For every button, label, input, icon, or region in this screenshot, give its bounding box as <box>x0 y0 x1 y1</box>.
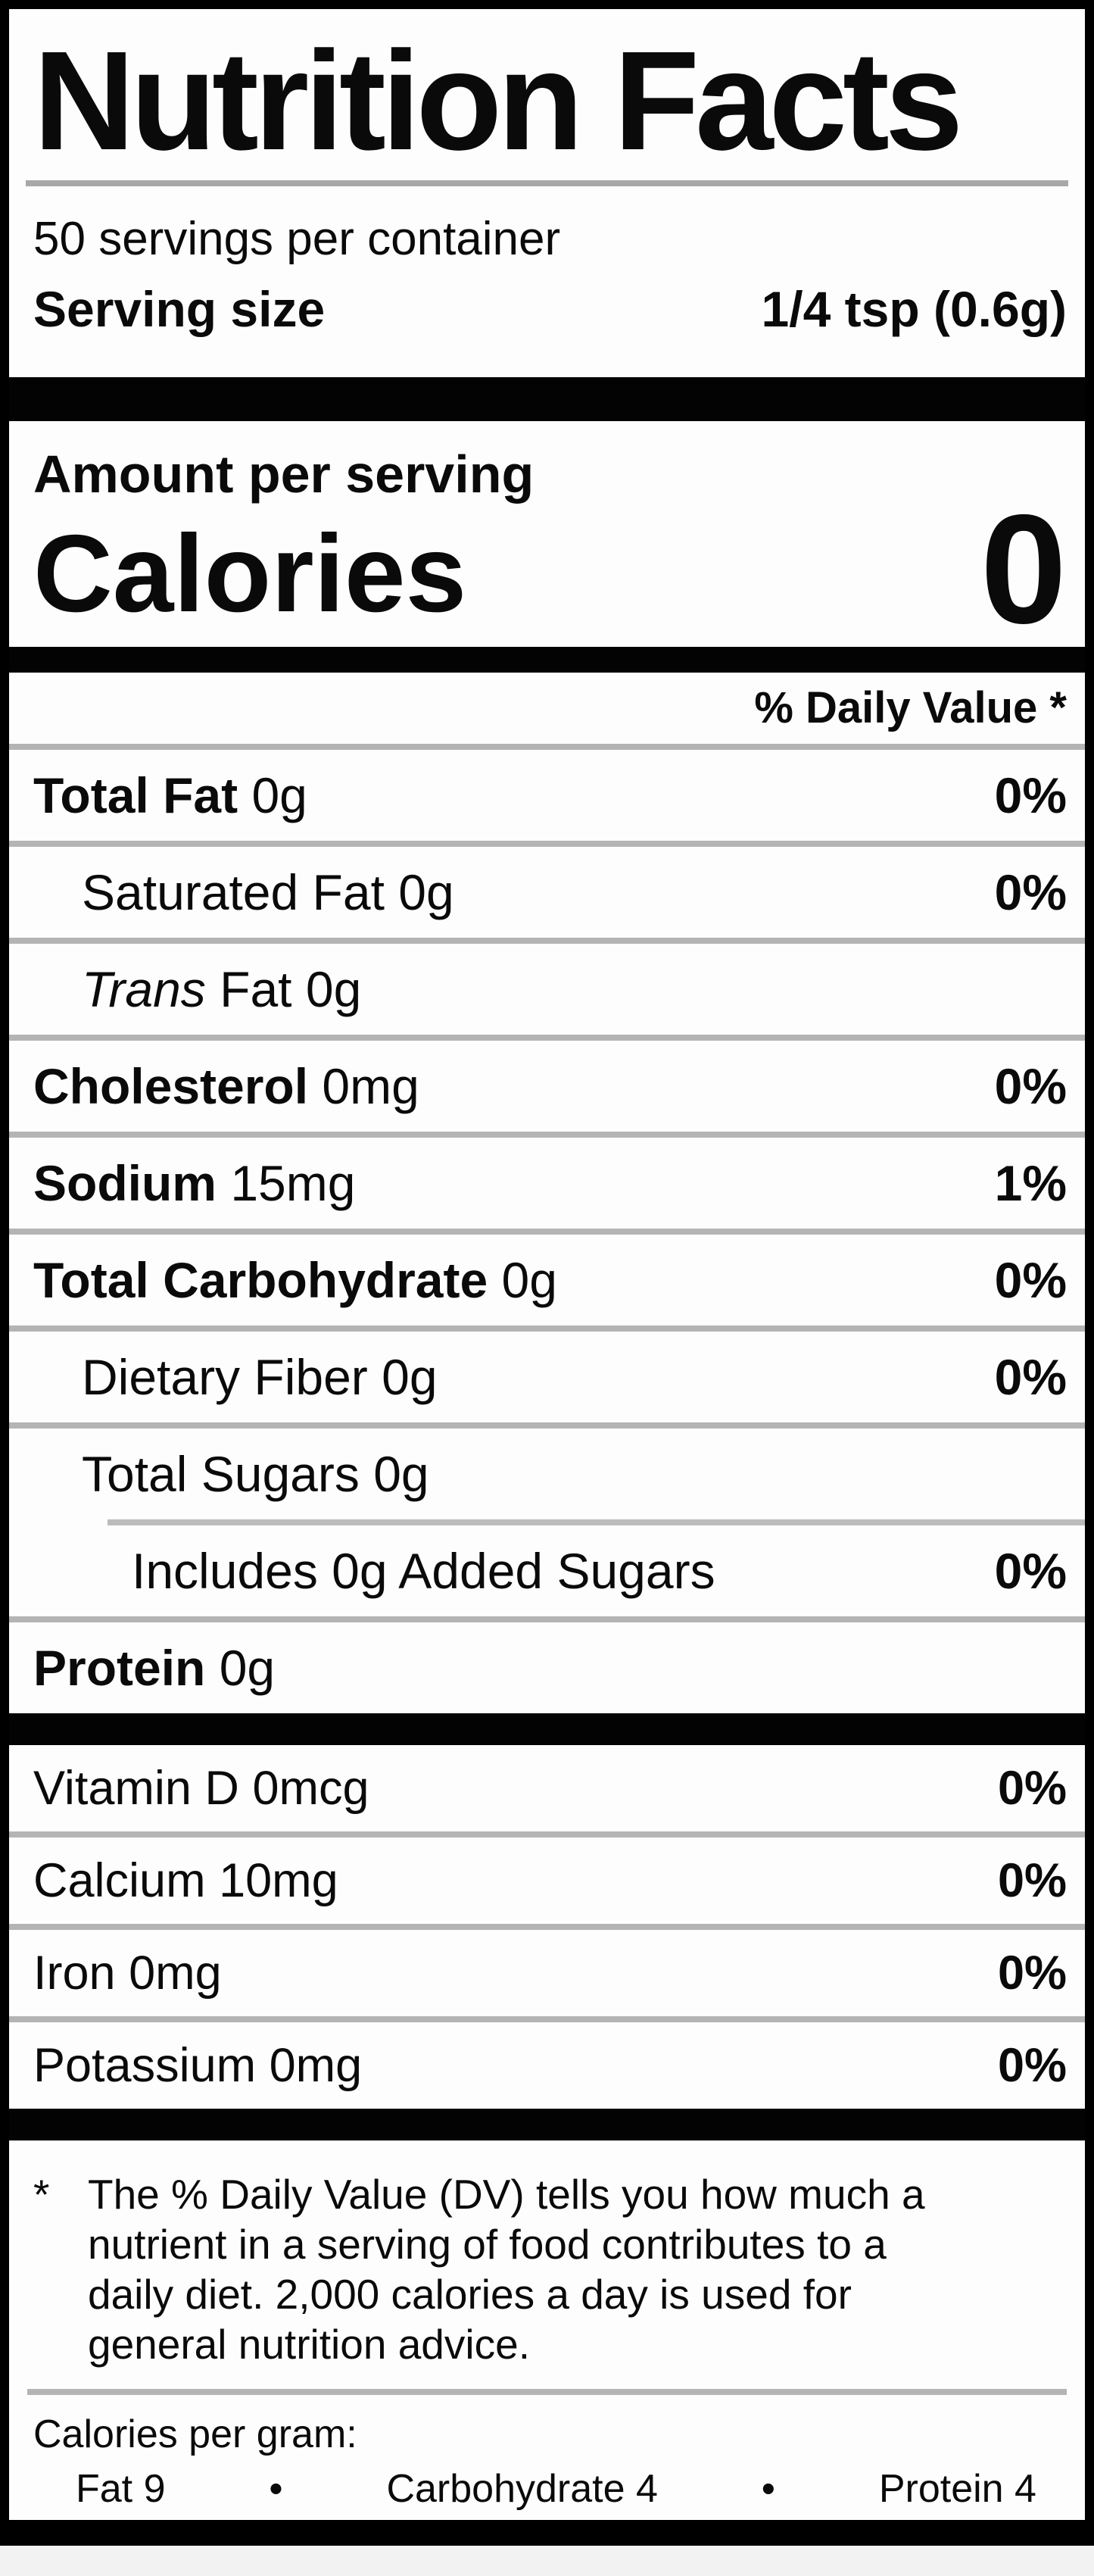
nutrient-name: Protein 0g <box>33 1640 276 1696</box>
calories-row: Calories 0 <box>9 482 1085 656</box>
footnote-asterisk: * <box>33 2171 50 2218</box>
row-calcium: Calcium 10mg 0% <box>9 1838 1085 1930</box>
calories-per-gram-heading: Calories per gram: <box>33 2412 357 2456</box>
vitamin-name: Iron 0mg <box>33 1947 222 2000</box>
row-total-sugars: Total Sugars 0g <box>9 1429 1085 1519</box>
row-cholesterol: Cholesterol 0mg 0% <box>9 1041 1085 1138</box>
row-potassium: Potassium 0mg 0% <box>9 2022 1085 2109</box>
vitamin-pct: 0% <box>997 2039 1067 2092</box>
daily-value-footnote: * The % Daily Value (DV) tells you how m… <box>9 2140 1085 2389</box>
page-background-strip <box>0 2546 1094 2576</box>
nutrient-name: Includes 0g Added Sugars <box>132 1543 715 1599</box>
calories-value: 0 <box>980 482 1067 656</box>
nutrient-name: Total Fat 0g <box>33 767 307 823</box>
thick-bar-serving <box>9 377 1085 421</box>
label-title: Nutrition Facts <box>33 23 963 180</box>
row-saturated-fat: Saturated Fat 0g 0% <box>9 847 1085 944</box>
vitamin-name: Calcium 10mg <box>33 1854 338 1907</box>
row-protein: Protein 0g <box>9 1622 1085 1713</box>
servings-per-container: 50 servings per container <box>33 213 561 265</box>
nutrient-pct: 0% <box>994 1058 1067 1114</box>
row-total-fat: Total Fat 0g 0% <box>9 750 1085 847</box>
cpg-carbohydrate: Carbohydrate 4 <box>386 2467 658 2511</box>
nutrient-name: Sodium 15mg <box>33 1155 356 1211</box>
nutrient-pct: 0% <box>994 767 1067 823</box>
nutrient-name: Saturated Fat 0g <box>82 864 454 920</box>
nutrient-name: Cholesterol 0mg <box>33 1058 419 1114</box>
row-trans-fat: Trans Fat 0g <box>9 944 1085 1041</box>
bullet-icon: • <box>269 2467 283 2511</box>
footnote-line: daily diet. 2,000 calories a day is used… <box>88 2271 852 2318</box>
vitamin-pct: 0% <box>997 1762 1067 1815</box>
nutrient-name: Total Carbohydrate 0g <box>33 1252 557 1308</box>
row-sodium: Sodium 15mg 1% <box>9 1138 1085 1235</box>
thick-bar-vitamins <box>9 2109 1085 2140</box>
serving-size-row: Serving size 1/4 tsp (0.6g) <box>9 273 1085 345</box>
footnote-line: The % Daily Value (DV) tells you how muc… <box>88 2171 925 2218</box>
cpg-fat: Fat 9 <box>76 2467 166 2511</box>
indented-divider <box>108 1519 1085 1525</box>
row-total-carbohydrate: Total Carbohydrate 0g 0% <box>9 1235 1085 1332</box>
amount-per-serving: Amount per serving <box>33 445 535 504</box>
footnote-line: general nutrition advice. <box>88 2321 530 2368</box>
serving-size-label: Serving size <box>33 281 326 337</box>
vitamin-pct: 0% <box>997 1854 1067 1907</box>
nutrient-name: Dietary Fiber 0g <box>82 1349 438 1405</box>
serving-size-value: 1/4 tsp (0.6g) <box>761 281 1067 337</box>
row-added-sugars: Includes 0g Added Sugars 0% <box>9 1525 1085 1622</box>
thick-bar-calories <box>9 647 1085 673</box>
calories-label: Calories <box>33 512 467 635</box>
footnote-text: The % Daily Value (DV) tells you how muc… <box>88 2169 925 2369</box>
row-dietary-fiber: Dietary Fiber 0g 0% <box>9 1332 1085 1429</box>
nutrient-pct: 0% <box>994 1349 1067 1405</box>
daily-value-header: % Daily Value * <box>9 673 1085 750</box>
nutrient-pct: 0% <box>994 864 1067 920</box>
nutrient-name: Total Sugars 0g <box>82 1446 429 1502</box>
nutrient-pct: 0% <box>994 1543 1067 1599</box>
calories-per-gram-row: Fat 9 • Carbohydrate 4 • Protein 4 <box>9 2468 1085 2510</box>
vitamin-name: Vitamin D 0mcg <box>33 1762 369 1815</box>
vitamin-name: Potassium 0mg <box>33 2039 363 2092</box>
thick-bar-protein <box>9 1713 1085 1745</box>
title-divider <box>26 180 1068 186</box>
nutrient-name: Trans Fat 0g <box>82 961 362 1017</box>
bullet-icon: • <box>761 2467 775 2511</box>
vitamin-pct: 0% <box>997 1947 1067 2000</box>
nutrient-pct: 1% <box>994 1155 1067 1211</box>
footnote-line: nutrient in a serving of food contribute… <box>88 2221 887 2268</box>
cpg-protein: Protein 4 <box>878 2467 1036 2511</box>
row-iron: Iron 0mg 0% <box>9 1930 1085 2022</box>
calories-per-gram-divider <box>27 2389 1067 2395</box>
nutrient-pct: 0% <box>994 1252 1067 1308</box>
row-vitamin-d: Vitamin D 0mcg 0% <box>9 1745 1085 1838</box>
